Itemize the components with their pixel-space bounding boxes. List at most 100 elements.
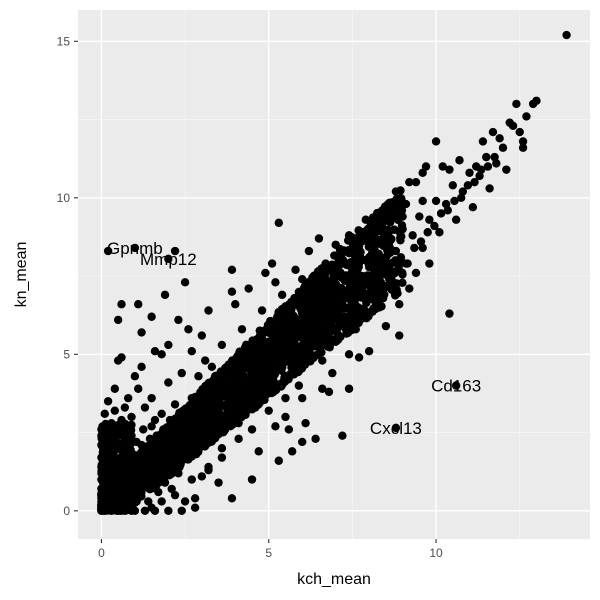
- data-point-cloud: [300, 283, 309, 293]
- data-point: [187, 346, 196, 356]
- data-point: [391, 246, 401, 256]
- data-point: [107, 418, 116, 428]
- data-point: [103, 246, 113, 256]
- data-point: [488, 127, 498, 137]
- data-point: [97, 469, 106, 478]
- data-point: [411, 268, 421, 278]
- data-point: [164, 437, 173, 447]
- data-point: [331, 293, 340, 303]
- data-point: [214, 478, 223, 487]
- data-point-cloud: [171, 448, 180, 458]
- data-point: [287, 447, 297, 456]
- data-point-cloud: [315, 277, 324, 286]
- data-point: [127, 506, 136, 516]
- data-point: [374, 303, 384, 312]
- data-point: [169, 459, 178, 469]
- data-point: [190, 503, 200, 512]
- data-point: [132, 437, 141, 447]
- data-point: [456, 193, 466, 203]
- data-point: [396, 253, 406, 262]
- data-point-cloud: [235, 352, 244, 362]
- data-point: [117, 415, 126, 425]
- data-point: [137, 362, 146, 372]
- data-point: [421, 162, 431, 171]
- data-point: [152, 431, 161, 440]
- data-point-labeled: [451, 381, 461, 390]
- data-point: [221, 425, 230, 434]
- data-point: [338, 431, 347, 440]
- data-point-cloud: [150, 467, 159, 477]
- data-point-cloud: [220, 401, 230, 410]
- x-axis: 0 5 10: [98, 539, 443, 560]
- data-point: [212, 387, 222, 397]
- data-point: [231, 300, 240, 309]
- data-point: [160, 478, 170, 487]
- data-point: [244, 284, 253, 293]
- data-point: [425, 259, 434, 268]
- data-point: [145, 434, 155, 444]
- data-point: [269, 365, 278, 375]
- data-point: [164, 340, 173, 350]
- data-point: [134, 384, 143, 393]
- data-point: [323, 321, 332, 331]
- data-point: [102, 478, 111, 487]
- data-point-labeled: [164, 254, 173, 264]
- data-point: [170, 400, 180, 409]
- data-point: [304, 246, 314, 256]
- data-point-cloud: [189, 434, 198, 443]
- data-point: [298, 393, 307, 403]
- data-point: [281, 321, 290, 331]
- data-point: [512, 99, 521, 109]
- data-point-cloud: [397, 206, 407, 215]
- data-point-cloud: [174, 410, 183, 420]
- data-points: [97, 30, 571, 516]
- data-point-cloud: [288, 317, 297, 326]
- data-point-cloud: [118, 431, 128, 440]
- y-tick-label: 10: [57, 191, 71, 205]
- data-point: [214, 372, 223, 381]
- data-point: [289, 331, 299, 340]
- data-point-cloud: [307, 278, 316, 287]
- data-point: [274, 456, 283, 465]
- annotation-cd163: Cd163: [431, 377, 481, 396]
- data-point: [518, 137, 528, 146]
- data-point: [385, 274, 394, 284]
- data-point: [316, 312, 325, 321]
- data-point: [477, 165, 486, 174]
- data-point: [381, 237, 391, 246]
- data-point: [221, 387, 230, 397]
- data-point: [242, 387, 252, 397]
- data-point: [271, 278, 280, 287]
- data-point: [331, 337, 340, 346]
- data-point: [502, 165, 511, 174]
- data-point: [309, 334, 319, 343]
- data-point: [303, 325, 312, 334]
- data-point-cloud: [151, 442, 160, 451]
- data-point-cloud: [357, 228, 366, 237]
- data-point-cloud: [237, 400, 247, 409]
- data-point-cloud: [355, 247, 365, 256]
- data-point: [129, 450, 138, 459]
- x-tick-label: 10: [429, 546, 443, 560]
- data-point: [204, 306, 213, 315]
- data-point: [197, 331, 207, 340]
- data-point: [344, 384, 354, 393]
- data-point: [274, 218, 283, 228]
- data-point: [150, 346, 160, 356]
- data-point: [177, 368, 186, 378]
- data-point-cloud: [112, 454, 121, 463]
- data-point-cloud: [340, 304, 350, 313]
- data-point: [314, 293, 324, 303]
- data-point: [435, 228, 444, 237]
- data-point: [298, 437, 307, 447]
- data-point-cloud: [295, 365, 304, 375]
- data-point-cloud: [340, 276, 349, 285]
- data-point: [164, 378, 173, 387]
- data-point: [364, 253, 374, 262]
- data-point: [378, 228, 387, 237]
- data-point: [207, 362, 217, 372]
- data-point: [234, 418, 243, 428]
- data-point: [159, 425, 168, 434]
